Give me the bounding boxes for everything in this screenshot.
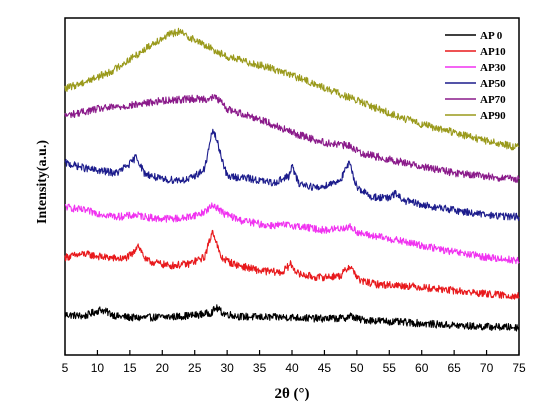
x-tick-label-55: 55 <box>383 361 397 375</box>
x-tick-label-15: 15 <box>123 361 137 375</box>
x-axis-title: 2θ (°) <box>274 386 309 402</box>
legend-label-ap30: AP30 <box>480 62 506 74</box>
legend-label-ap70: AP70 <box>480 94 506 106</box>
legend-label-ap0: AP 0 <box>480 30 503 42</box>
x-tick-label-65: 65 <box>447 361 461 375</box>
x-tick-label-45: 45 <box>318 361 332 375</box>
y-axis-title: Intensity(a.u.) <box>35 140 50 224</box>
x-tick-label-5: 5 <box>62 361 69 375</box>
x-tick-label-20: 20 <box>156 361 170 375</box>
x-tick-label-60: 60 <box>415 361 429 375</box>
x-tick-label-30: 30 <box>220 361 234 375</box>
x-tick-label-40: 40 <box>285 361 299 375</box>
x-tick-label-35: 35 <box>253 361 267 375</box>
series-line-ap90 <box>64 27 520 151</box>
legend-label-ap10: AP10 <box>480 46 506 58</box>
legend-label-ap50: AP50 <box>480 78 506 90</box>
series-line-ap10 <box>64 229 520 300</box>
series-line-ap70 <box>64 94 520 184</box>
series-line-ap30 <box>64 202 520 265</box>
legend: AP 0 AP10 AP30 AP50 AP70 AP90 <box>445 30 506 122</box>
plot-frame <box>64 17 520 356</box>
x-tick-label-70: 70 <box>480 361 494 375</box>
series-line-ap50 <box>64 128 520 221</box>
series-line-ap0 <box>64 304 520 332</box>
x-tick-label-75: 75 <box>512 361 526 375</box>
x-axis-ticks: 5 10 15 20 25 30 35 40 45 50 55 60 65 70 75 <box>62 350 526 375</box>
x-tick-label-10: 10 <box>91 361 105 375</box>
legend-label-ap90: AP90 <box>480 110 506 122</box>
x-tick-label-25: 25 <box>188 361 202 375</box>
x-tick-label-50: 50 <box>350 361 364 375</box>
series-layer <box>64 27 520 332</box>
